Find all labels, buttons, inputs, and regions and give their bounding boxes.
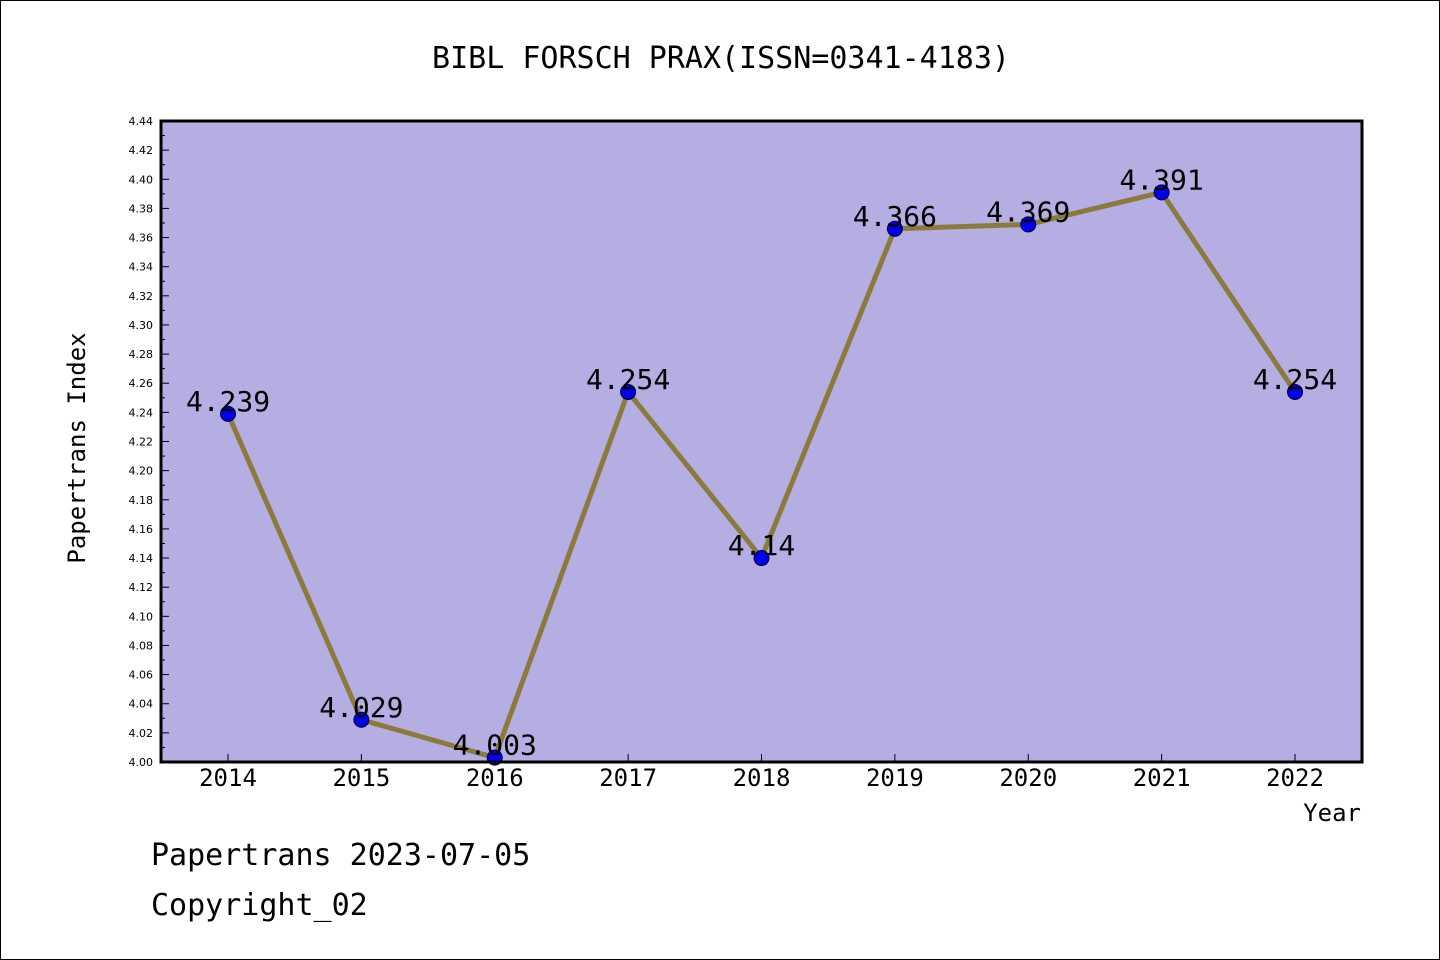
y-tick-label: 4.18 (129, 494, 154, 507)
x-tick-label: 2016 (466, 764, 524, 792)
y-tick-label: 4.00 (129, 756, 154, 769)
y-tick-label: 4.40 (129, 173, 154, 186)
data-label: 4.369 (986, 195, 1070, 228)
data-point (353, 711, 370, 728)
y-tick-label: 4.42 (129, 144, 154, 157)
y-tick-label: 4.26 (129, 377, 154, 390)
plot-area (161, 121, 1362, 762)
y-tick-label: 4.34 (129, 261, 154, 274)
footer-copyright: Copyright_02 (151, 888, 368, 923)
y-tick-label: 4.10 (129, 610, 154, 623)
y-tick-label: 4.16 (129, 523, 154, 536)
y-axis-title: Papertrans Index (63, 332, 91, 563)
data-label: 4.254 (586, 363, 670, 396)
footer-date: Papertrans 2023-07-05 (151, 838, 530, 873)
data-markers (220, 184, 1303, 766)
data-labels: 4.239 4.029 4.003 4.254 4.14 4.366 4.369 4.391 4… (186, 163, 1337, 761)
data-label: 4.391 (1119, 163, 1203, 196)
y-tick-label: 4.22 (129, 436, 154, 449)
x-tick-label: 2019 (866, 764, 924, 792)
x-axis-ticks: 2014 2015 2016 2017 2018 2019 2020 2021 2022 (199, 754, 1324, 792)
x-tick-label: 2022 (1266, 764, 1324, 792)
x-tick-label: 2020 (999, 764, 1057, 792)
y-tick-label: 4.30 (129, 319, 154, 332)
chart-title: BIBL FORSCH PRAX(ISSN=0341-4183) (432, 41, 1010, 76)
x-tick-label: 2018 (733, 764, 791, 792)
y-tick-label: 4.36 (129, 232, 154, 245)
data-point (1153, 184, 1170, 201)
data-label: 4.366 (853, 200, 937, 233)
y-tick-label: 4.06 (129, 669, 154, 682)
y-tick-label: 4.38 (129, 202, 154, 215)
data-label: 4.14 (728, 529, 795, 562)
x-tick-label: 2017 (599, 764, 657, 792)
y-tick-label: 4.28 (129, 348, 154, 361)
data-point (220, 405, 236, 422)
data-point (1287, 383, 1303, 400)
data-point (886, 220, 903, 237)
y-tick-label: 4.32 (129, 290, 154, 303)
x-tick-label: 2021 (1133, 764, 1191, 792)
x-tick-label: 2015 (332, 764, 390, 792)
data-label: 4.003 (453, 729, 537, 762)
y-tick-label: 4.12 (129, 581, 154, 594)
data-point (753, 550, 770, 567)
y-tick-label: 4.44 (129, 115, 154, 128)
y-tick-label: 4.08 (129, 639, 154, 652)
y-tick-label: 4.02 (129, 727, 154, 740)
y-tick-label: 4.20 (129, 465, 154, 478)
data-label: 4.254 (1253, 363, 1337, 396)
y-tick-label: 4.24 (129, 406, 154, 419)
data-label: 4.239 (186, 385, 270, 418)
data-label: 4.029 (319, 691, 403, 724)
data-point (1020, 216, 1037, 233)
data-point (620, 383, 637, 400)
x-tick-label: 2014 (199, 764, 257, 792)
y-tick-label: 4.04 (129, 698, 154, 711)
plot-border (159, 119, 1364, 764)
y-axis-ticks: 4.00 4.02 4.04 4.06 4.08 4.10 4.12 4.14 4.16 4.18… (129, 115, 169, 769)
y-tick-label: 4.14 (129, 552, 154, 565)
x-axis-title: Year (1303, 799, 1361, 827)
